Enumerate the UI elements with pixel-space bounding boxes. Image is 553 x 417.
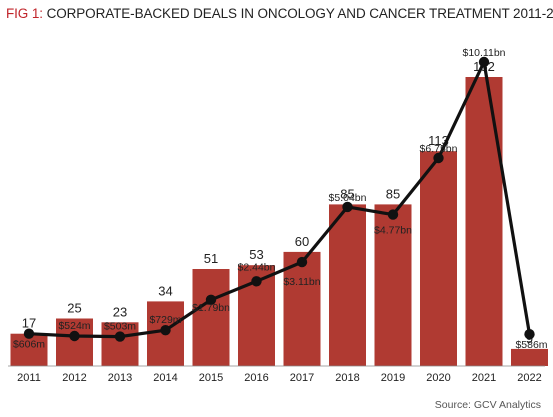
funding-point-2018 (342, 201, 353, 213)
bar-value-label: 23 (113, 304, 127, 319)
x-tick-label: 2020 (426, 372, 450, 384)
funding-line (28, 60, 532, 339)
funding-value-label: $729m (149, 314, 181, 326)
funding-value-label: $586m (515, 339, 547, 351)
x-tick-label: 2013 (108, 372, 132, 384)
x-tick-label: 2014 (153, 372, 177, 384)
bar-2013 (101, 322, 139, 366)
bar-2015 (192, 269, 230, 366)
bar-2018 (329, 204, 366, 366)
x-tick-label: 2017 (290, 372, 314, 384)
chart-title-text: CORPORATE-BACKED DEALS IN ONCOLOGY AND C… (42, 6, 553, 21)
x-tick-label: 2015 (199, 372, 223, 384)
funding-point-2019 (387, 209, 399, 220)
bar-value-label: 25 (67, 301, 81, 316)
bar-value-label: 51 (204, 251, 218, 266)
funding-point-2021 (478, 56, 490, 68)
source-note: Source: GCV Analytics (434, 399, 541, 411)
x-tick-label: 2022 (517, 372, 541, 384)
funding-value-label: $524m (58, 320, 90, 332)
bar-2011 (10, 333, 48, 366)
funding-point-2012 (69, 330, 80, 342)
funding-point-2016 (251, 276, 262, 287)
bar-value-label: 53 (249, 247, 263, 262)
chart-title: FIG 1: CORPORATE-BACKED DEALS IN ONCOLOG… (6, 6, 553, 21)
bar-value-label: 60 (295, 234, 309, 249)
x-tick-label: 2021 (472, 372, 496, 384)
funding-point-2020 (433, 152, 444, 164)
funding-value-label: $5.04bn (329, 192, 367, 204)
funding-point-2022 (524, 329, 535, 340)
x-tick-label: 2018 (335, 372, 359, 384)
funding-point-2011 (23, 328, 35, 339)
funding-value-label: $2.44bn (238, 261, 276, 273)
funding-value-label: $10.11bn (462, 47, 505, 59)
bar-value-label: 17 (22, 316, 36, 331)
bar-value-label: 85 (340, 186, 354, 201)
funding-value-label: $1.79bn (192, 302, 230, 314)
bar-2019 (374, 204, 412, 366)
bar-value-label: 85 (386, 186, 400, 201)
figure-label: FIG 1: (6, 6, 43, 21)
bar-2022 (511, 348, 548, 366)
funding-value-label: $3.11bn (283, 276, 320, 288)
funding-point-2017 (296, 256, 308, 268)
funding-value-label: $503m (104, 321, 136, 333)
funding-point-2014 (160, 325, 171, 336)
x-tick-label: 2016 (244, 372, 268, 384)
funding-value-label: $4.77bn (374, 225, 412, 237)
bar-value-label: 34 (158, 283, 172, 298)
bar-2017 (283, 251, 321, 366)
x-tick-label: 2011 (17, 372, 41, 384)
bar-2012 (56, 318, 93, 366)
funding-point-2015 (205, 294, 217, 305)
x-tick-label: 2019 (381, 372, 405, 384)
x-tick-label: 2012 (62, 372, 86, 384)
funding-value-label: $6.75bn (420, 143, 458, 155)
funding-value-label: $606m (13, 339, 45, 351)
bar-2020 (420, 151, 457, 366)
funding-point-2013 (114, 331, 126, 342)
bar-2021 (465, 77, 503, 366)
